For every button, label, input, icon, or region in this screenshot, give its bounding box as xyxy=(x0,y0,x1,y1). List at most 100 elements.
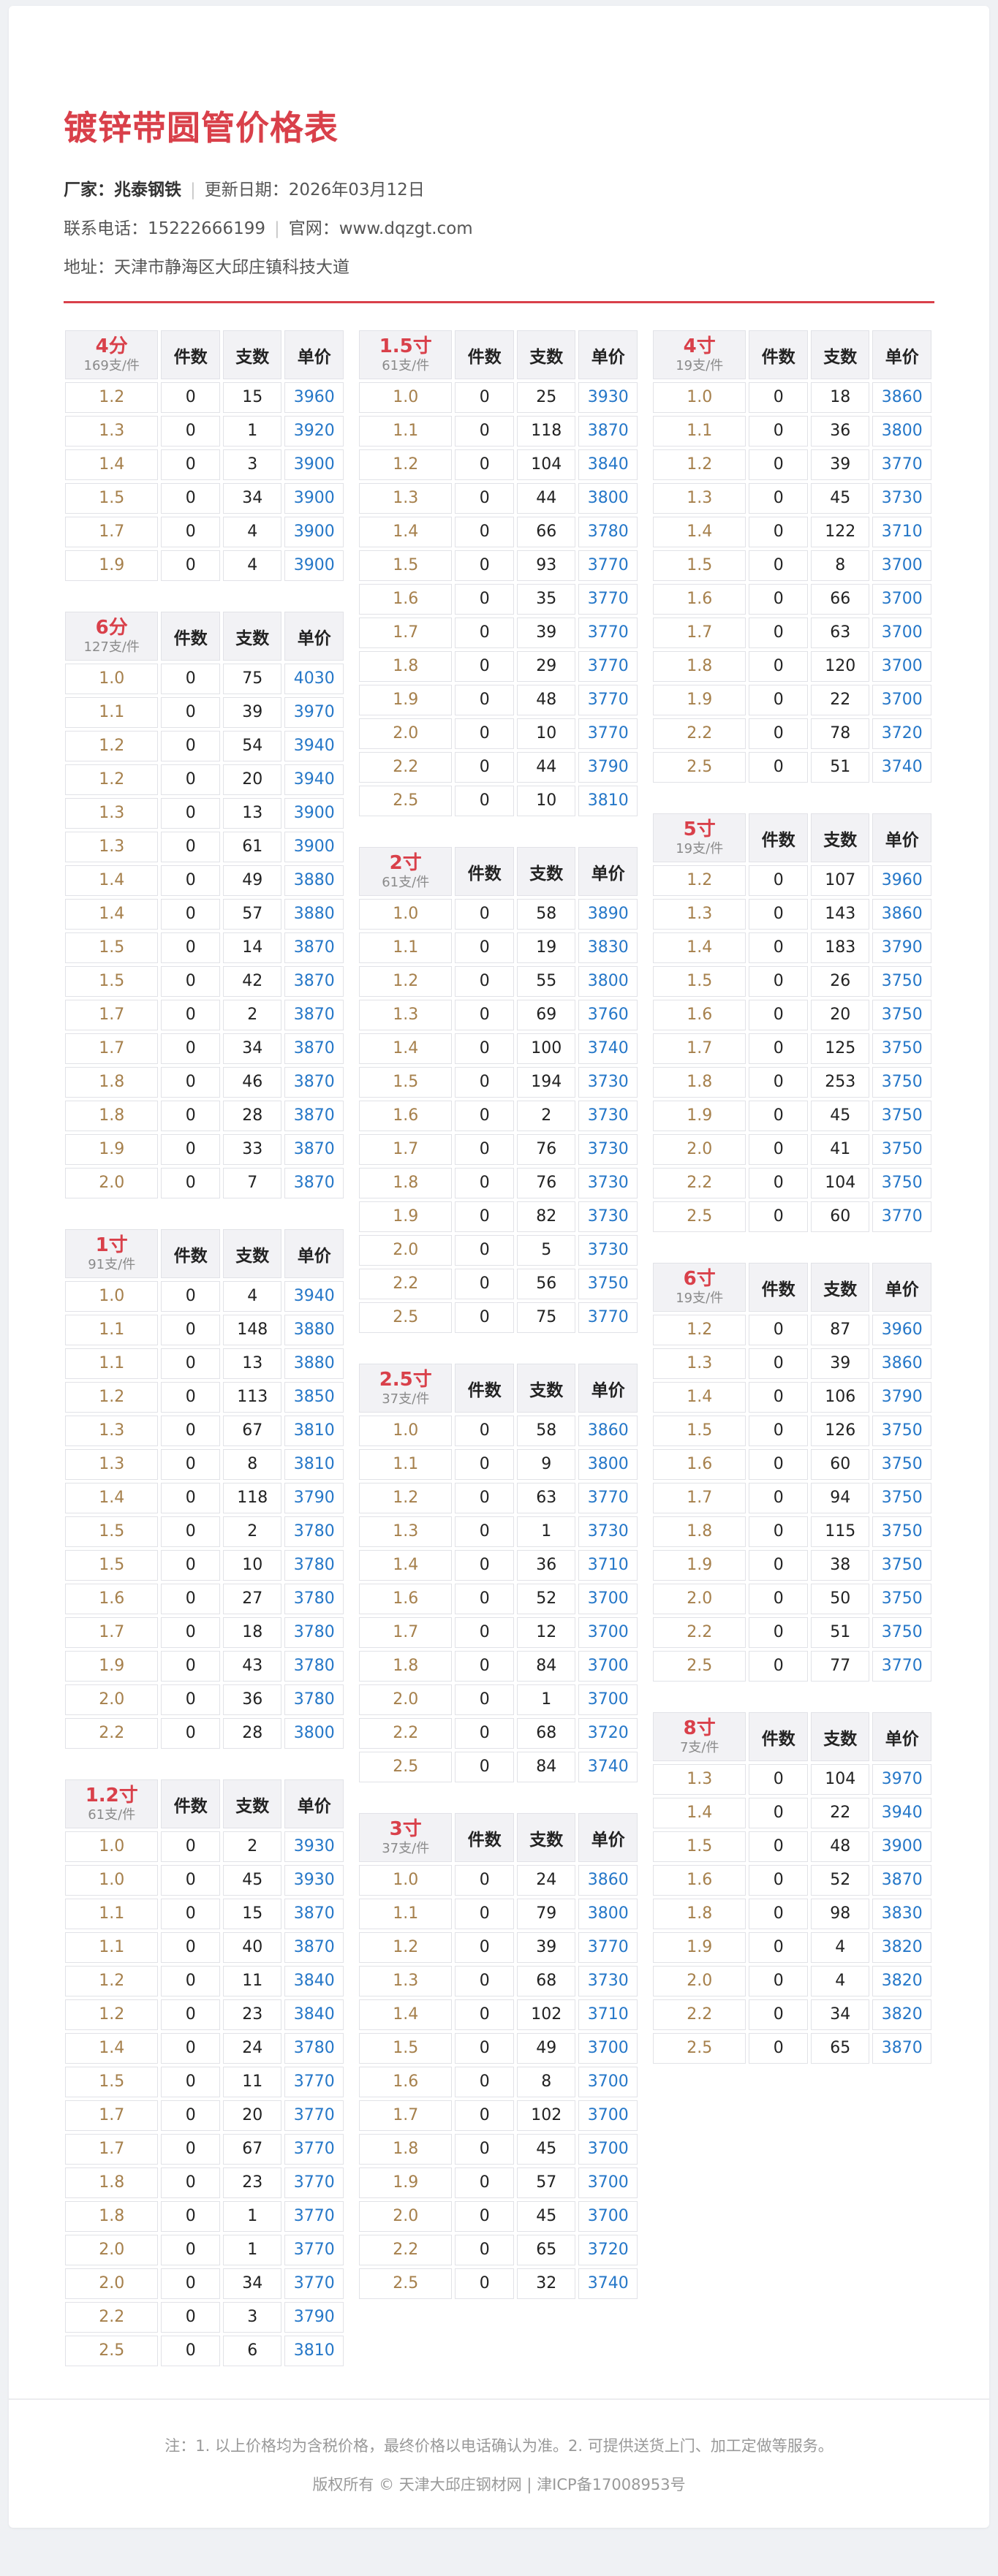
cell-price: 3770 xyxy=(578,1483,638,1513)
page-title: 镀锌带圆管价格表 xyxy=(64,108,339,148)
cell-size: 1.4 xyxy=(65,1483,159,1513)
table-row: 2.2 0 65 3720 xyxy=(359,2235,638,2265)
column-header: 支数 xyxy=(222,330,282,379)
table-row: 2.0 0 10 3770 xyxy=(359,718,638,749)
table-row: 1.0 0 75 4030 xyxy=(65,664,344,694)
cell-pieces: 0 xyxy=(455,1516,514,1547)
cell-count: 2 xyxy=(222,1831,282,1862)
table-header-row: 6寸 19支/件 件数 支数 单价 xyxy=(653,1263,931,1312)
table-row: 1.8 0 115 3750 xyxy=(653,1516,931,1547)
cell-count: 26 xyxy=(810,966,870,997)
cell-pieces: 0 xyxy=(455,1101,514,1131)
cell-count: 3 xyxy=(222,2302,282,2333)
cell-size: 1.8 xyxy=(653,1516,746,1547)
cell-price: 3740 xyxy=(578,1033,638,1064)
cell-price: 3700 xyxy=(578,1684,638,1715)
cell-size: 1.2 xyxy=(65,1999,159,2030)
table-row: 1.5 0 194 3730 xyxy=(359,1067,638,1098)
table-row: 1.9 0 48 3770 xyxy=(359,685,638,715)
cell-pieces: 0 xyxy=(455,651,514,682)
cell-price: 3860 xyxy=(872,899,931,930)
cell-size: 1.8 xyxy=(359,2134,453,2165)
table-row: 1.5 0 8 3700 xyxy=(653,550,931,581)
cell-count: 45 xyxy=(516,2134,576,2165)
cell-size: 1.7 xyxy=(65,1033,159,1064)
table-row: 1.3 0 8 3810 xyxy=(65,1449,344,1480)
cell-count: 77 xyxy=(810,1651,870,1682)
cell-size: 2.2 xyxy=(653,1617,746,1648)
cell-pieces: 0 xyxy=(161,1000,220,1030)
cell-price: 3730 xyxy=(578,1966,638,1996)
cell-pieces: 0 xyxy=(161,2167,220,2198)
cell-pieces: 0 xyxy=(455,1235,514,1266)
cell-pieces: 0 xyxy=(161,1932,220,1963)
cell-price: 3860 xyxy=(578,1865,638,1896)
table-row: 1.7 0 20 3770 xyxy=(65,2100,344,2131)
cell-count: 24 xyxy=(222,2033,282,2064)
cell-count: 4 xyxy=(222,517,282,547)
cell-pieces: 0 xyxy=(749,1617,808,1648)
cell-size: 1.8 xyxy=(65,1067,159,1098)
cell-pieces: 0 xyxy=(749,449,808,480)
cell-size: 1.1 xyxy=(65,697,159,728)
column-header: 支数 xyxy=(810,813,870,862)
size-header-cell: 5寸 19支/件 xyxy=(653,813,746,862)
cell-count: 118 xyxy=(222,1483,282,1513)
size-name: 5寸 xyxy=(683,818,716,840)
cell-size: 1.1 xyxy=(65,1348,159,1379)
cell-price: 3780 xyxy=(284,1550,344,1581)
cell-size: 1.8 xyxy=(359,1651,453,1682)
cell-pieces: 0 xyxy=(749,685,808,715)
cell-pieces: 0 xyxy=(161,382,220,413)
cell-pieces: 0 xyxy=(749,1101,808,1131)
cell-pieces: 0 xyxy=(749,1550,808,1581)
cell-count: 39 xyxy=(516,1932,576,1963)
table-row: 1.2 0 107 3960 xyxy=(653,865,931,896)
table-row: 1.6 0 8 3700 xyxy=(359,2067,638,2097)
cell-price: 3820 xyxy=(872,1999,931,2030)
cell-count: 41 xyxy=(810,1134,870,1165)
size-header-cell: 1.5寸 61支/件 xyxy=(359,330,453,379)
size-unit: 169支/件 xyxy=(83,358,140,373)
cell-count: 10 xyxy=(516,718,576,749)
column-header: 单价 xyxy=(578,1813,638,1862)
cell-pieces: 0 xyxy=(161,2235,220,2265)
cell-count: 148 xyxy=(222,1315,282,1345)
page-header: 镀锌带圆管价格表 厂家：兆泰钢铁 | 更新日期：2026年03月12日 联系电话：1… xyxy=(9,6,989,278)
cell-count: 143 xyxy=(810,899,870,930)
table-row: 1.2 0 39 3770 xyxy=(653,449,931,480)
cell-price: 3790 xyxy=(872,1382,931,1413)
cell-price: 3840 xyxy=(284,1966,344,1996)
table-row: 1.2 0 20 3940 xyxy=(65,764,344,795)
table-row: 1.9 0 33 3870 xyxy=(65,1134,344,1165)
cell-count: 98 xyxy=(810,1899,870,1929)
update-date: 2026年03月12日 xyxy=(288,181,425,200)
cell-price: 3750 xyxy=(872,966,931,997)
cell-count: 27 xyxy=(222,1584,282,1614)
cell-pieces: 0 xyxy=(455,1000,514,1030)
table-row: 1.6 0 20 3750 xyxy=(653,1000,931,1030)
cell-count: 84 xyxy=(516,1651,576,1682)
cell-price: 3750 xyxy=(872,1067,931,1098)
cell-price: 3740 xyxy=(872,752,931,783)
cell-count: 58 xyxy=(516,1416,576,1446)
table-row: 1.4 0 122 3710 xyxy=(653,517,931,547)
cell-price: 3730 xyxy=(578,1168,638,1198)
table-row: 1.7 0 125 3750 xyxy=(653,1033,931,1064)
cell-pieces: 0 xyxy=(455,1168,514,1198)
cell-pieces: 0 xyxy=(161,764,220,795)
cell-count: 29 xyxy=(516,651,576,682)
cell-count: 4 xyxy=(810,1966,870,1996)
table-row: 1.9 0 57 3700 xyxy=(359,2167,638,2198)
cell-size: 1.6 xyxy=(653,584,746,615)
table-row: 1.3 0 13 3900 xyxy=(65,798,344,829)
column-header: 件数 xyxy=(161,330,220,379)
table-row: 1.8 0 23 3770 xyxy=(65,2167,344,2198)
cell-price: 3730 xyxy=(578,1134,638,1165)
cell-price: 3700 xyxy=(872,584,931,615)
cell-price: 3730 xyxy=(578,1101,638,1131)
column-header: 件数 xyxy=(455,330,514,379)
table-row: 1.3 0 104 3970 xyxy=(653,1764,931,1795)
address-line: 地址：天津市静海区大邱庄镇科技大道 xyxy=(64,258,934,278)
cell-price: 3750 xyxy=(872,1584,931,1614)
